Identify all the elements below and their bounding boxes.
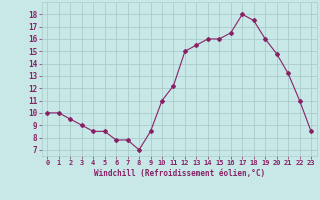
- X-axis label: Windchill (Refroidissement éolien,°C): Windchill (Refroidissement éolien,°C): [94, 169, 265, 178]
